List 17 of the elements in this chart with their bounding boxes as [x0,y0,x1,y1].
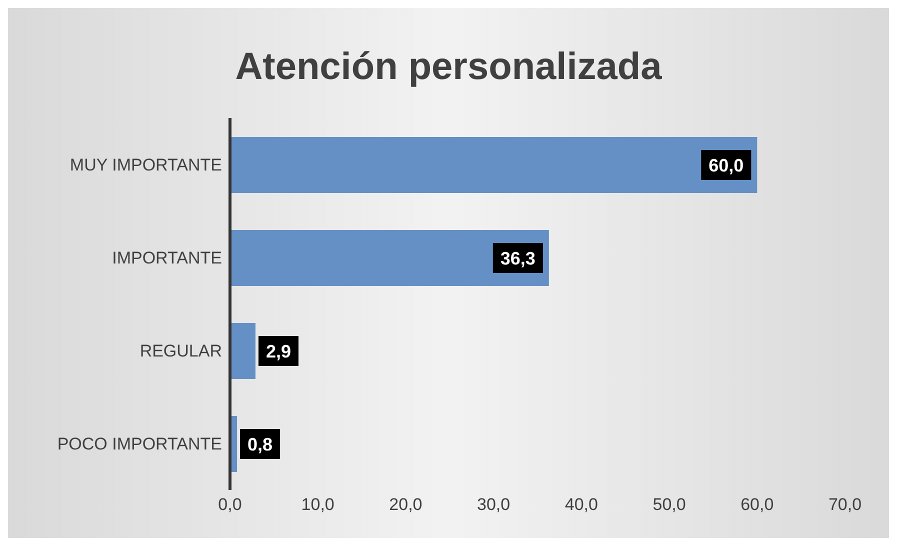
data-label: 0,8 [248,434,273,454]
chart-title: Atención personalizada [234,46,663,89]
y-tick-label: REGULAR [140,342,222,361]
x-tick-label: 30,0 [477,495,510,514]
x-tick-label: 70,0 [828,495,862,514]
data-label: 60,0 [708,155,744,176]
y-tick-label: POCO IMPORTANTE [57,434,222,454]
y-tick-label: IMPORTANTE [112,248,222,268]
x-tick-label: 40,0 [564,495,598,514]
y-tick-label: MUY IMPORTANTE [70,156,222,175]
data-label: 2,9 [266,341,291,362]
x-tick-label: 10,0 [301,495,334,514]
data-label: 36,3 [500,248,536,268]
x-tick-label: 60,0 [740,495,774,514]
x-tick-label: 20,0 [389,495,422,514]
x-tick-label: 50,0 [652,495,686,514]
x-tick-label: 0,0 [218,495,242,514]
